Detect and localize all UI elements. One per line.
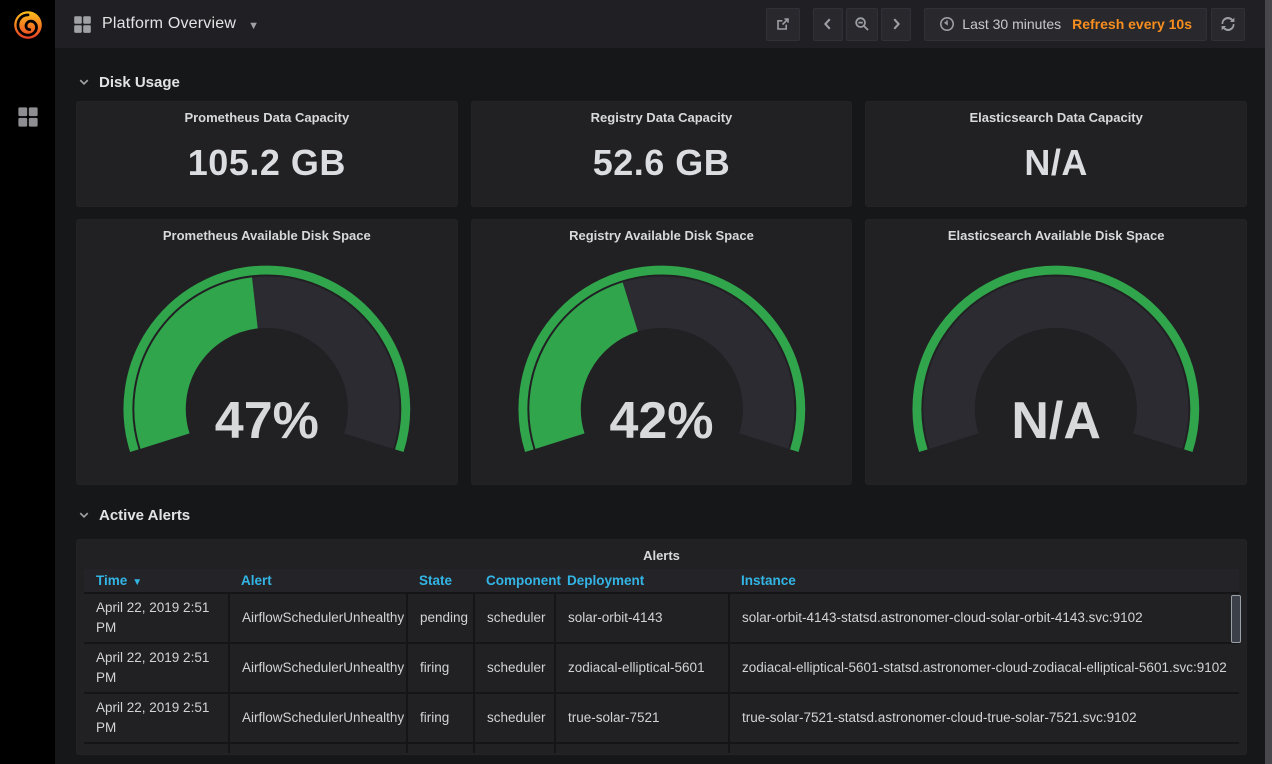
dashboards-grid-icon bbox=[17, 107, 38, 127]
cell-component: scheduler bbox=[474, 692, 556, 743]
panel-title[interactable]: Registry Data Capacity bbox=[590, 110, 733, 125]
alerts-table-panel: Alerts Time ▼ Alert State Component Deplo… bbox=[76, 539, 1247, 755]
chevron-down-icon: ▼ bbox=[248, 19, 259, 32]
table-row: April 22, 2019 2:51 PM AirflowSchedulerU… bbox=[84, 692, 1239, 743]
gauge-chart: 42% bbox=[472, 243, 852, 484]
time-forward-button[interactable] bbox=[881, 7, 912, 41]
cell-alert: AirflowSchedulerUnhealthy bbox=[229, 592, 408, 643]
gauge-arc bbox=[912, 265, 1200, 453]
dashboard-navbar: Platform Overview ▼ bbox=[55, 0, 1265, 48]
grafana-logo[interactable] bbox=[11, 8, 45, 42]
table-row: April 22, 2019 2:51 PM AirflowSchedulerU… bbox=[84, 642, 1239, 693]
table-row: April 22, 2019 2:51 PM AirflowSchedulerU… bbox=[84, 592, 1239, 643]
panel-registry-available-disk: Registry Available Disk Space 42% bbox=[470, 219, 853, 485]
cell-time: April 22, 2019 2:51 PM bbox=[84, 692, 230, 743]
cell-time: April 22, 2019 2:51 PM bbox=[84, 592, 230, 643]
column-header-instance[interactable]: Instance bbox=[729, 569, 1239, 593]
navbar-actions: Last 30 minutes Refresh every 10s bbox=[766, 7, 1245, 41]
table-scrollbar-thumb[interactable] bbox=[1231, 595, 1241, 643]
panel-title[interactable]: Elasticsearch Available Disk Space bbox=[947, 228, 1165, 243]
stat-value: 52.6 GB bbox=[592, 141, 731, 183]
gauge-value: 47% bbox=[214, 392, 319, 451]
panel-title[interactable]: Registry Available Disk Space bbox=[569, 228, 754, 243]
left-sidebar bbox=[0, 0, 55, 764]
grafana-logo-icon bbox=[13, 11, 42, 39]
table-header-row: Time ▼ Alert State Component Deployment I… bbox=[84, 569, 1239, 593]
alerts-table: Time ▼ Alert State Component Deployment I… bbox=[84, 569, 1239, 753]
section-title: Disk Usage bbox=[99, 73, 180, 91]
cell-instance: solar-orbit-4143-statsd.astronomer-cloud… bbox=[729, 592, 1239, 643]
gauge-value: 42% bbox=[609, 392, 714, 451]
cell-time: April 22, 2019 2:51 PM bbox=[84, 642, 230, 693]
gauge-value: N/A bbox=[1011, 392, 1101, 451]
chevron-down-icon bbox=[79, 512, 89, 519]
cell-deployment: true-solar-7521 bbox=[555, 692, 730, 743]
dashboard-title-dropdown[interactable]: Platform Overview ▼ bbox=[73, 15, 259, 34]
section-title: Active Alerts bbox=[99, 506, 191, 524]
cell-deployment: solar-orbit-4143 bbox=[555, 592, 730, 643]
panel-title[interactable]: Elasticsearch Data Capacity bbox=[969, 110, 1143, 125]
share-icon bbox=[777, 18, 790, 30]
cell-alert: AirflowSchedulerUnhealthy bbox=[229, 642, 408, 693]
panel-elasticsearch-available-disk: Elasticsearch Available Disk Space N/A bbox=[865, 219, 1247, 485]
cell-state: pending bbox=[407, 592, 475, 643]
panel-title[interactable]: Alerts bbox=[643, 548, 680, 563]
share-button[interactable] bbox=[766, 7, 801, 41]
panel-title[interactable]: Prometheus Data Capacity bbox=[184, 110, 350, 125]
gauge-arc bbox=[123, 265, 411, 453]
sort-desc-icon: ▼ bbox=[132, 577, 143, 588]
time-back-button[interactable] bbox=[813, 7, 844, 41]
cell-instance: zodiacal-elliptical-5601-statsd.astronom… bbox=[729, 642, 1239, 693]
stat-panels-row: Prometheus Data Capacity 105.2 GB Regist… bbox=[76, 101, 1247, 207]
time-picker-button[interactable]: Last 30 minutes Refresh every 10s bbox=[924, 7, 1207, 41]
stat-value: N/A bbox=[1024, 141, 1088, 183]
cell-state: firing bbox=[407, 692, 475, 743]
clock-icon bbox=[940, 17, 955, 31]
panel-title[interactable]: Prometheus Available Disk Space bbox=[162, 228, 371, 243]
refresh-icon bbox=[1221, 17, 1235, 31]
chevron-right-icon bbox=[893, 18, 901, 30]
gauge-panels-row: Prometheus Available Disk Space 47% Regi… bbox=[76, 219, 1247, 485]
zoom-out-icon bbox=[855, 17, 869, 31]
chevron-left-icon bbox=[824, 18, 831, 30]
zoom-out-button[interactable] bbox=[846, 7, 879, 41]
refresh-button[interactable] bbox=[1211, 7, 1245, 41]
chevron-down-icon bbox=[79, 79, 89, 86]
column-header-alert[interactable]: Alert bbox=[229, 569, 407, 593]
cell-alert: AirflowSchedulerUnhealthy bbox=[229, 692, 408, 743]
table-row-partial bbox=[84, 742, 1239, 753]
main-area: Platform Overview ▼ bbox=[55, 0, 1265, 764]
row-header-disk-usage[interactable]: Disk Usage bbox=[78, 68, 1247, 96]
cell-instance: true-solar-7521-statsd.astronomer-cloud-… bbox=[729, 692, 1239, 743]
panel-prometheus-available-disk: Prometheus Available Disk Space 47% bbox=[76, 219, 458, 485]
gauge-arc bbox=[518, 265, 805, 453]
refresh-interval-label: Refresh every 10s bbox=[1072, 16, 1192, 32]
cell-state: firing bbox=[407, 642, 475, 693]
column-header-component[interactable]: Component bbox=[474, 569, 561, 593]
time-shift-group bbox=[813, 7, 912, 41]
sidebar-item-dashboards[interactable] bbox=[0, 94, 55, 140]
column-header-time[interactable]: Time ▼ bbox=[84, 569, 229, 593]
dashboard-title: Platform Overview bbox=[102, 15, 237, 32]
gauge-chart: 47% bbox=[77, 243, 457, 484]
cell-component: scheduler bbox=[474, 592, 556, 643]
panel-prometheus-data-capacity: Prometheus Data Capacity 105.2 GB bbox=[76, 101, 458, 207]
cell-component: scheduler bbox=[474, 642, 556, 693]
row-header-active-alerts[interactable]: Active Alerts bbox=[78, 501, 1247, 529]
gauge-chart: N/A bbox=[866, 243, 1246, 484]
panel-registry-data-capacity: Registry Data Capacity 52.6 GB bbox=[470, 101, 853, 207]
cell-deployment: zodiacal-elliptical-5601 bbox=[555, 642, 730, 693]
dashboard-grid-icon bbox=[74, 15, 91, 33]
time-range-label: Last 30 minutes bbox=[962, 16, 1062, 32]
dashboard-body: Disk Usage Prometheus Data Capacity 105.… bbox=[55, 68, 1265, 755]
column-header-deployment[interactable]: Deployment bbox=[555, 569, 729, 593]
stat-value: 105.2 GB bbox=[187, 141, 346, 183]
panel-elasticsearch-data-capacity: Elasticsearch Data Capacity N/A bbox=[865, 101, 1247, 207]
page-scrollbar[interactable] bbox=[1265, 0, 1272, 764]
column-header-state[interactable]: State bbox=[407, 569, 474, 593]
